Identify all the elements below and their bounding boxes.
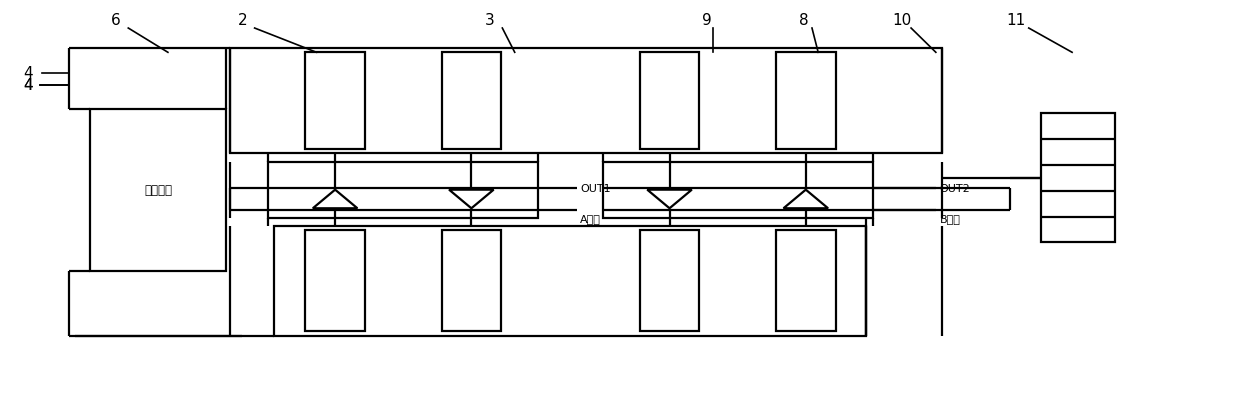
Bar — [603, 162, 873, 219]
Bar — [640, 231, 699, 332]
Text: 8: 8 — [799, 13, 808, 28]
Text: 4: 4 — [24, 78, 32, 93]
Text: 9: 9 — [702, 13, 712, 28]
Bar — [229, 49, 942, 154]
Text: 6: 6 — [112, 13, 120, 28]
Text: 2: 2 — [237, 13, 247, 28]
Bar — [441, 231, 501, 332]
Bar — [305, 231, 365, 332]
Bar — [1042, 114, 1116, 243]
Bar — [268, 162, 538, 219]
Text: 恒压气室: 恒压气室 — [144, 184, 172, 197]
Text: 10: 10 — [893, 13, 913, 28]
Text: OUT2: OUT2 — [940, 183, 971, 193]
Bar — [89, 110, 226, 271]
Bar — [776, 53, 836, 150]
Text: B排气: B排气 — [940, 214, 961, 224]
Bar — [776, 231, 836, 332]
Bar — [441, 53, 501, 150]
Text: OUT1: OUT1 — [580, 183, 611, 193]
Text: 3: 3 — [485, 13, 495, 28]
Text: A排气: A排气 — [580, 214, 601, 224]
Bar — [274, 227, 867, 336]
Text: 4: 4 — [24, 78, 32, 93]
Bar — [640, 53, 699, 150]
Text: 4: 4 — [24, 66, 32, 81]
Bar — [305, 53, 365, 150]
Text: 11: 11 — [1007, 13, 1025, 28]
